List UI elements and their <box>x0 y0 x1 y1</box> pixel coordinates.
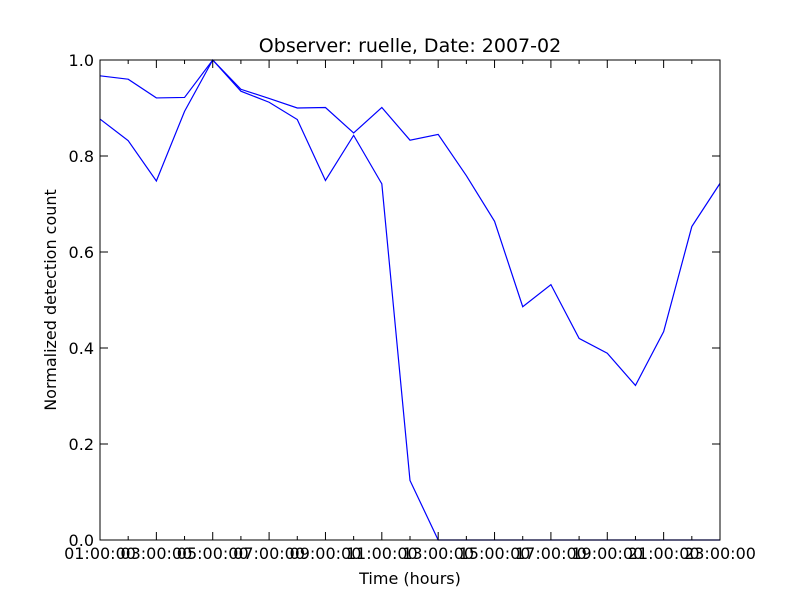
x-tick-label: 13:00:00 <box>402 544 474 563</box>
series-line-1 <box>99 59 721 387</box>
y-tick-label: 0.0 <box>69 531 94 550</box>
x-tick-label: 15:00:00 <box>459 544 531 563</box>
y-tick-label: 0.8 <box>69 147 94 166</box>
y-tick-label: 1.0 <box>69 51 94 70</box>
y-axis-label: Normalized detection count <box>41 189 60 411</box>
y-tick-label: 0.4 <box>69 339 94 358</box>
tick-layer: 01:00:0003:00:0005:00:0007:00:0009:00:00… <box>64 51 756 563</box>
x-tick-label: 05:00:00 <box>177 544 249 563</box>
x-tick-label: 09:00:00 <box>290 544 362 563</box>
x-tick-label: 01:00:00 <box>64 544 136 563</box>
x-tick-label: 19:00:00 <box>571 544 643 563</box>
x-tick-label: 23:00:00 <box>684 544 756 563</box>
chart-title: Observer: ruelle, Date: 2007-02 <box>259 35 561 57</box>
x-tick-label: 11:00:00 <box>346 544 418 563</box>
plot-frame <box>99 59 721 541</box>
y-tick-label: 0.2 <box>69 435 94 454</box>
x-tick-label: 21:00:00 <box>628 544 700 563</box>
x-tick-label: 03:00:00 <box>120 544 192 563</box>
x-tick-label: 07:00:00 <box>233 544 305 563</box>
y-tick-label: 0.6 <box>69 243 94 262</box>
x-tick-label: 17:00:00 <box>515 544 587 563</box>
x-axis-label: Time (hours) <box>358 569 461 588</box>
